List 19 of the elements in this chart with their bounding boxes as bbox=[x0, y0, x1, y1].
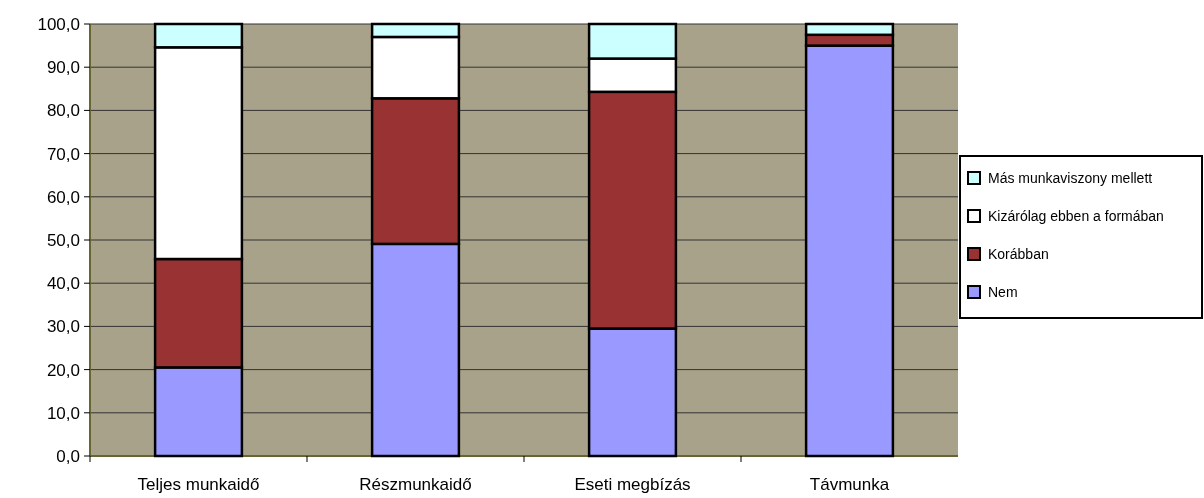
x-tick-label: Eseti megbízás bbox=[574, 475, 691, 494]
legend-label: Más munkaviszony mellett bbox=[988, 169, 1153, 186]
y-tick-label: 40,0 bbox=[46, 274, 80, 294]
y-tick-label: 50,0 bbox=[46, 230, 80, 250]
y-tick-label: 60,0 bbox=[46, 187, 80, 207]
y-tick-label: 10,0 bbox=[46, 403, 80, 423]
y-tick-label: 80,0 bbox=[46, 101, 80, 121]
y-tick-label: 100,0 bbox=[37, 14, 80, 34]
legend-label: Korábban bbox=[988, 245, 1049, 262]
y-tick-label: 0,0 bbox=[56, 446, 80, 466]
x-tick-label: Részmunkaidő bbox=[359, 475, 472, 494]
y-tick-label: 70,0 bbox=[46, 144, 80, 164]
x-tick-label: Távmunka bbox=[809, 475, 890, 494]
y-tick-label: 90,0 bbox=[46, 58, 80, 78]
legend-label: Kizárólag ebben a formában bbox=[988, 207, 1164, 224]
y-tick-label: 30,0 bbox=[46, 317, 80, 337]
y-tick-label: 20,0 bbox=[46, 360, 80, 380]
x-tick-label: Teljes munkaidő bbox=[137, 475, 260, 494]
legend-label: Nem bbox=[988, 283, 1018, 300]
